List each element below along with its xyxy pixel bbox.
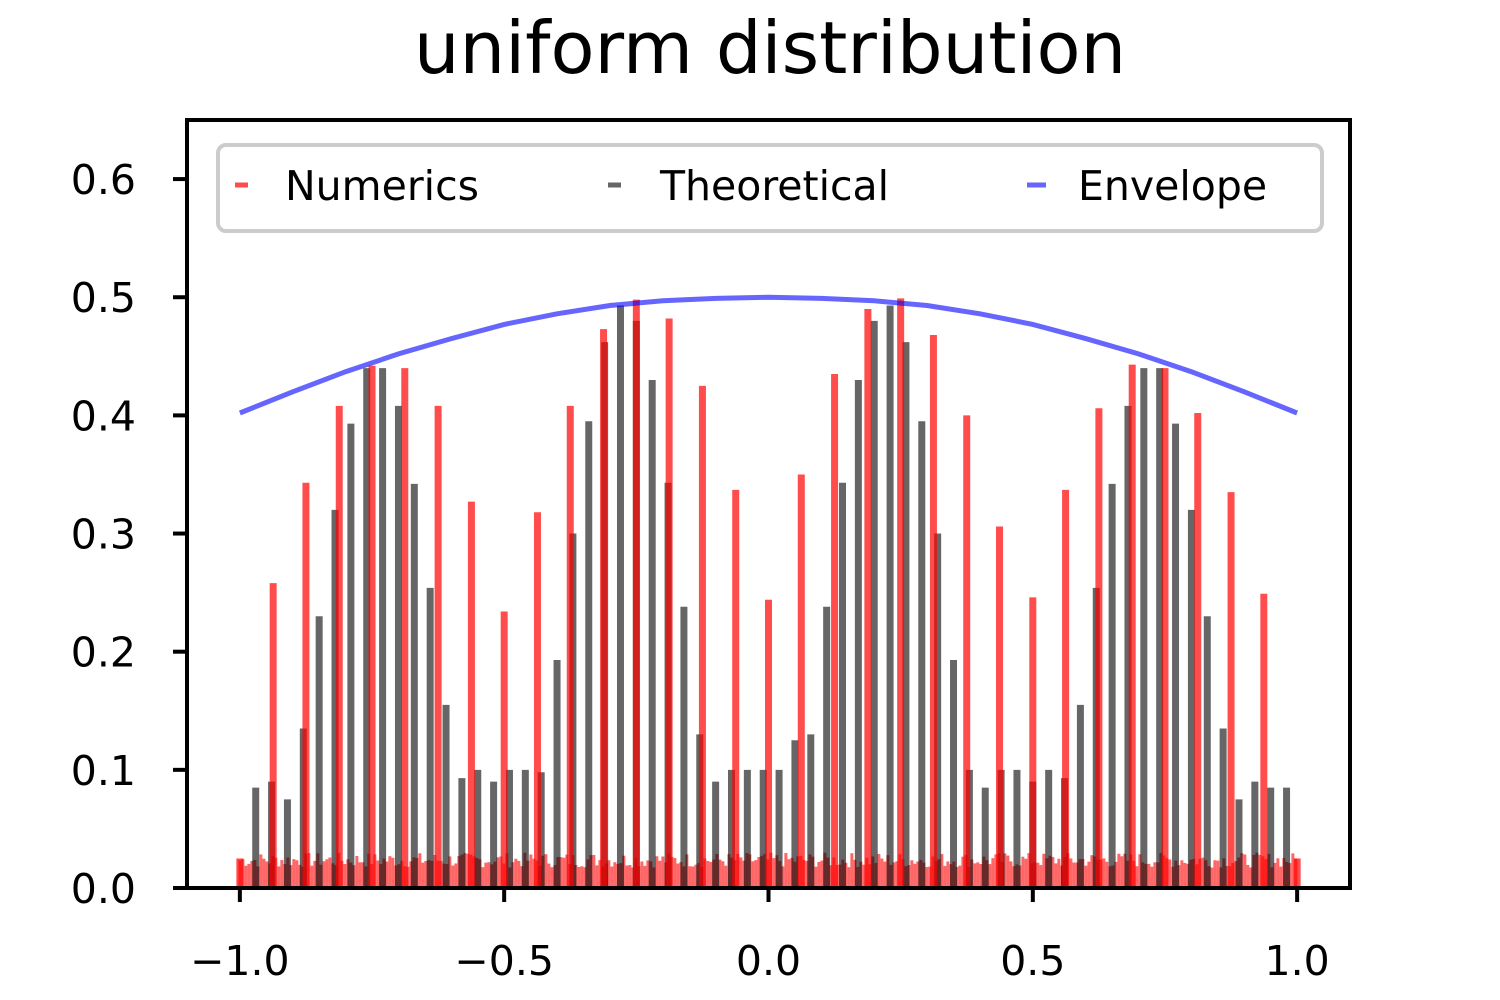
y-tick-label: 0.4 — [71, 392, 136, 440]
x-axis: −1.0 −0.5 0.0 0.5 1.0 — [190, 888, 1330, 985]
x-tick-label: 1.0 — [1265, 937, 1330, 985]
legend-label-numerics: Numerics — [285, 162, 479, 210]
legend-label-envelope: Envelope — [1078, 162, 1267, 210]
legend: Numerics Theoretical Envelope — [216, 143, 1324, 233]
y-tick-label: 0.1 — [71, 747, 136, 795]
envelope-layer — [238, 294, 1299, 416]
envelope-line — [238, 294, 1299, 416]
y-tick-label: 0.5 — [71, 274, 136, 322]
y-tick-label: 0.2 — [71, 629, 136, 677]
y-tick-label: 0.0 — [71, 865, 136, 913]
y-tick-label: 0.6 — [71, 156, 136, 204]
x-tick-label: 0.5 — [1000, 937, 1065, 985]
x-tick-label: 0.0 — [736, 937, 801, 985]
legend-label-theoretical: Theoretical — [659, 162, 889, 210]
x-tick-label: −1.0 — [190, 937, 290, 985]
y-tick-label: 0.3 — [71, 511, 136, 559]
numerics-spikes — [236, 298, 1301, 888]
y-axis: 0.0 0.1 0.2 0.3 0.4 0.5 0.6 — [71, 156, 187, 913]
legend-box — [216, 143, 1324, 233]
x-tick-label: −0.5 — [454, 937, 554, 985]
chart-title: uniform distribution — [413, 6, 1127, 90]
